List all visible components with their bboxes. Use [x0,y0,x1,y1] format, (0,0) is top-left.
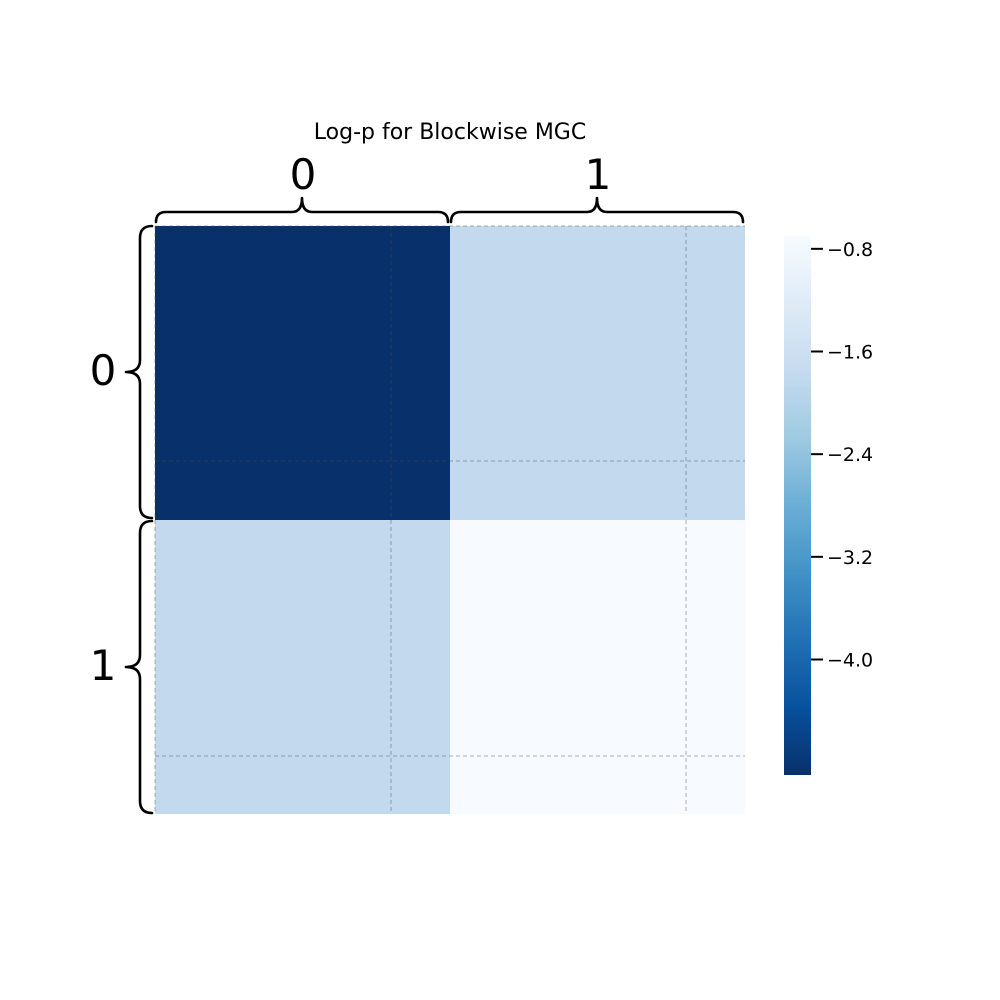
colorbar: −0.8 −1.6 −2.4 −3.2 −4.0 [784,236,873,775]
row-group-label-0: 0 [90,346,117,395]
heatmap-cell-1-0 [155,520,450,814]
row-brace-0 [124,224,154,520]
colorbar-gradient [784,236,811,775]
heatmap-grid [154,225,745,814]
column-group-braces: 0 1 [154,150,745,224]
colorbar-tick-label-0: −0.8 [827,239,873,261]
colorbar-tick-label-3: −3.2 [827,547,873,569]
colorbar-tick-label-4: −4.0 [827,650,873,672]
row-group-braces: 0 1 [90,224,154,815]
column-brace-1 [449,196,745,224]
colorbar-tick-label-1: −1.6 [827,342,873,364]
column-group-label-0: 0 [290,150,317,199]
column-brace-0 [154,196,450,224]
heatmap-cell-0-1 [450,226,745,520]
row-group-label-1: 1 [90,641,117,690]
heatmap-cells [155,226,745,814]
chart-title: Log-p for Blockwise MGC [314,120,586,145]
column-group-label-1: 1 [585,150,612,199]
heatmap-cell-0-0 [155,226,450,520]
colorbar-tick-label-2: −2.4 [827,444,873,466]
colorbar-ticks: −0.8 −1.6 −2.4 −3.2 −4.0 [811,239,873,672]
row-brace-1 [124,519,154,815]
heatmap-cell-1-1 [450,520,745,814]
